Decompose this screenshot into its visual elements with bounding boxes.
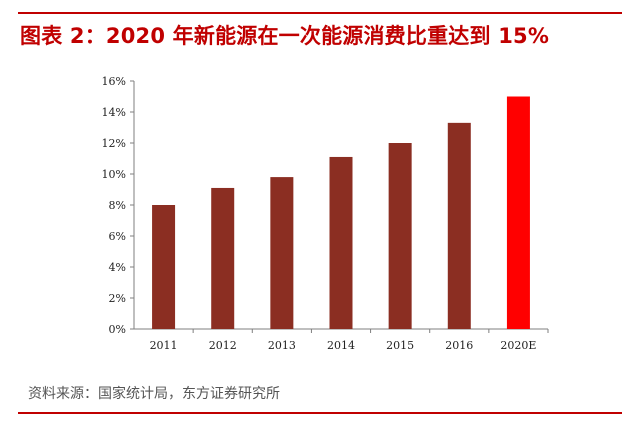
x-tick-label-2011: 2011 <box>150 339 178 352</box>
x-tick-label-2015: 2015 <box>386 339 414 352</box>
y-tick-label: 12% <box>102 137 126 150</box>
y-tick-label: 2% <box>109 292 126 305</box>
y-axis: 0% 2% 4% 6% 8% 10% 12% 14% 16% <box>102 75 135 336</box>
y-tick-label: 8% <box>109 199 126 212</box>
x-tick-label-2013: 2013 <box>268 339 296 352</box>
bar-2020E <box>506 96 530 329</box>
bars <box>152 96 530 329</box>
y-tick-label: 6% <box>109 230 126 243</box>
source-note: 资料来源：国家统计局，东方证券研究所 <box>28 386 280 402</box>
x-axis: 2011 2012 2013 2014 2015 2016 2020E <box>134 328 549 352</box>
y-tick-label: 14% <box>102 106 126 119</box>
bar-2013 <box>270 177 294 329</box>
y-tick-label: 10% <box>102 168 126 181</box>
x-tick-label-2014: 2014 <box>327 339 355 352</box>
x-tick-label-2012: 2012 <box>209 339 237 352</box>
figure-title: 图表 2：2020 年新能源在一次能源消费比重达到 15% <box>20 24 550 48</box>
bar-2015 <box>388 143 412 329</box>
y-tick-label: 4% <box>109 261 126 274</box>
top-divider <box>18 12 622 14</box>
x-tick-label-2020E: 2020E <box>500 339 536 352</box>
x-tick-label-2016: 2016 <box>445 339 473 352</box>
bar-2014 <box>329 156 353 329</box>
bottom-divider <box>18 412 622 414</box>
y-tick-label: 0% <box>109 323 126 336</box>
y-tick-label: 16% <box>102 75 126 88</box>
bar-2011 <box>152 205 176 329</box>
bar-2012 <box>211 187 235 329</box>
bar-2016 <box>447 122 471 329</box>
